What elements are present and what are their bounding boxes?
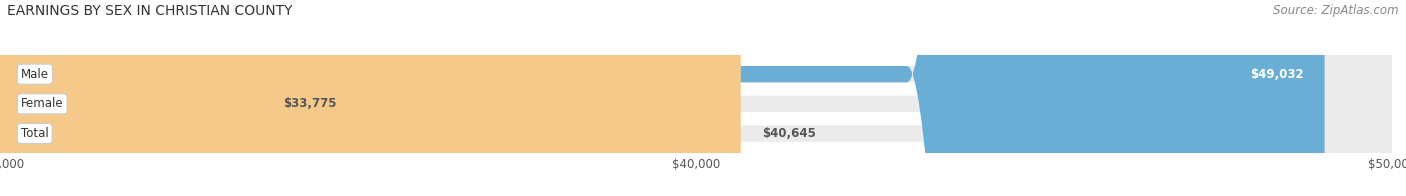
FancyBboxPatch shape bbox=[0, 0, 418, 196]
Text: $33,775: $33,775 bbox=[284, 97, 337, 110]
Text: Female: Female bbox=[21, 97, 63, 110]
FancyBboxPatch shape bbox=[0, 0, 1324, 196]
Text: $49,032: $49,032 bbox=[1250, 68, 1303, 81]
FancyBboxPatch shape bbox=[0, 0, 741, 196]
Text: Male: Male bbox=[21, 68, 49, 81]
Text: Source: ZipAtlas.com: Source: ZipAtlas.com bbox=[1274, 4, 1399, 17]
Text: EARNINGS BY SEX IN CHRISTIAN COUNTY: EARNINGS BY SEX IN CHRISTIAN COUNTY bbox=[7, 4, 292, 18]
Text: Total: Total bbox=[21, 127, 49, 140]
Text: $40,645: $40,645 bbox=[762, 127, 815, 140]
